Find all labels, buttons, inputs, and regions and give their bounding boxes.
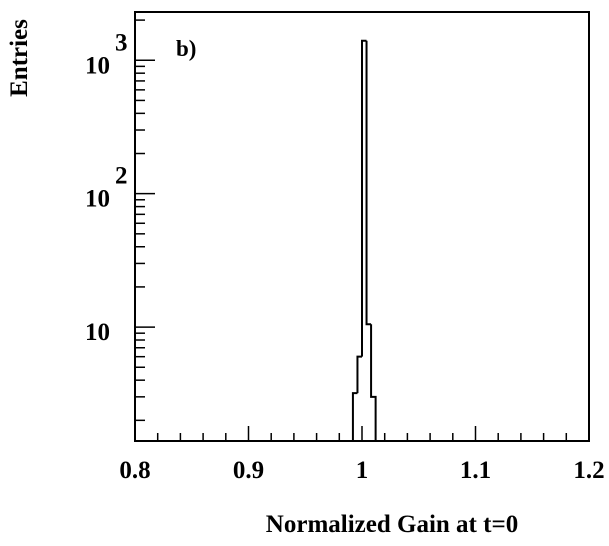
x-tick-label: 1.1: [460, 457, 491, 484]
x-tick-label: 1.2: [573, 457, 604, 484]
y-tick-label: 10: [85, 319, 110, 346]
panel-label: b): [176, 36, 196, 61]
y-axis-title: Entries: [6, 19, 33, 97]
x-axis-title: Normalized Gain at t=0: [266, 511, 518, 538]
y-tick-exponent: 3: [115, 29, 128, 56]
histogram-bin: [356, 355, 362, 394]
y-tick-label: 10: [85, 52, 110, 79]
y-tick-exponent: 2: [115, 163, 128, 190]
histogram-bin: [351, 392, 358, 441]
y-tick-label: 10: [85, 186, 110, 213]
histogram-bin: [365, 40, 372, 326]
x-tick-label: 1: [356, 457, 369, 484]
histogram-bin: [370, 324, 377, 441]
x-tick-label: 0.8: [119, 457, 150, 484]
x-tick-label: 0.9: [233, 457, 264, 484]
histogram-bin: [361, 39, 367, 357]
